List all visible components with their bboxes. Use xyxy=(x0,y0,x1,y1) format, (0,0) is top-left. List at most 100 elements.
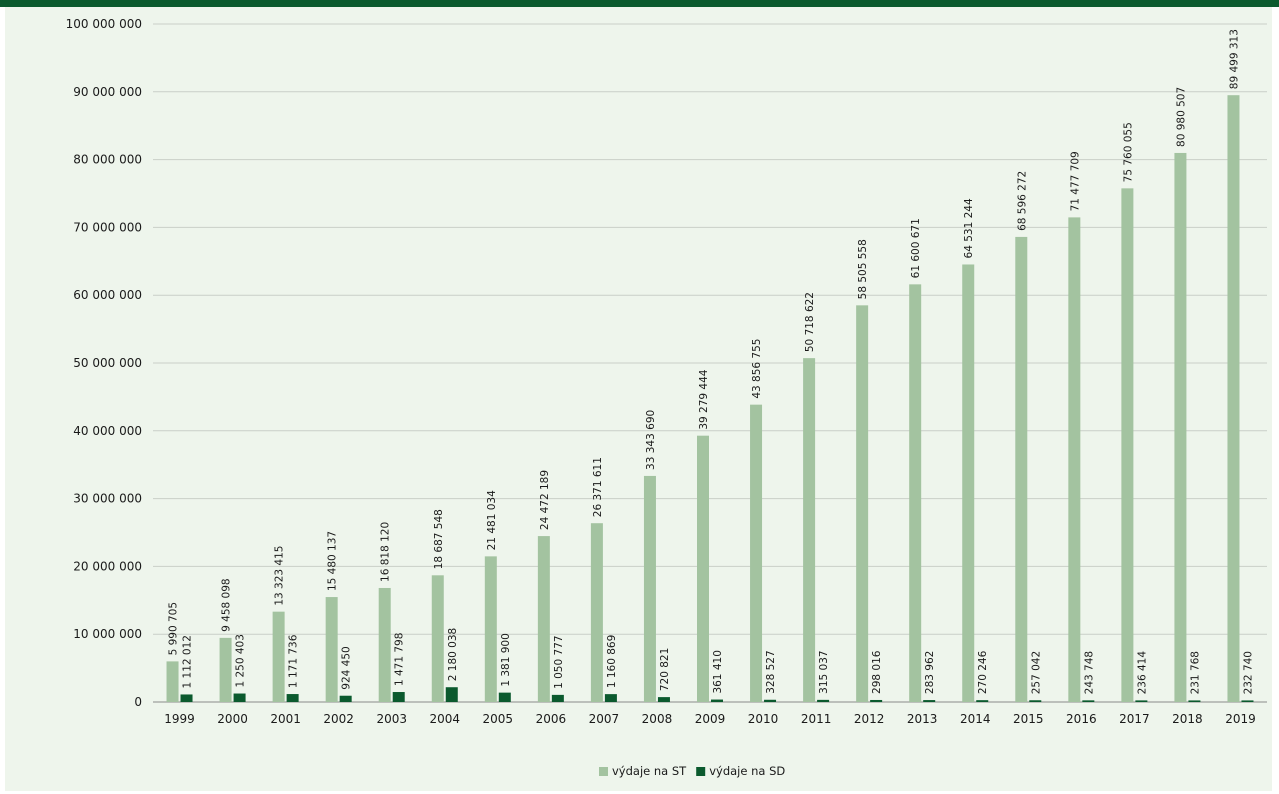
data-label-st: 24 472 189 xyxy=(539,470,551,530)
bar-st xyxy=(484,556,497,702)
x-tick-label: 2012 xyxy=(854,712,885,726)
data-label-st: 75 760 055 xyxy=(1122,122,1134,182)
data-label-sd: 243 748 xyxy=(1083,651,1095,694)
x-tick-label: 2017 xyxy=(1119,712,1150,726)
bar-st xyxy=(325,597,338,702)
data-label-sd: 315 037 xyxy=(818,650,830,693)
data-label-st: 15 480 137 xyxy=(327,531,339,591)
x-tick-label: 2008 xyxy=(642,712,673,726)
x-tick-label: 2015 xyxy=(1013,712,1044,726)
data-label-st: 33 343 690 xyxy=(645,410,657,470)
data-label-sd: 231 768 xyxy=(1189,651,1201,694)
data-label-st: 43 856 755 xyxy=(751,339,763,399)
bar-chart: 0 10 000 000 20 000 000 30 000 000 40 000 00… xyxy=(66,17,1267,778)
bar-st xyxy=(219,637,232,702)
legend: výdaje na ST výdaje na SD xyxy=(599,764,785,778)
bar-st xyxy=(1227,95,1240,703)
x-tick-label: 2013 xyxy=(907,712,938,726)
data-label-sd: 1 050 777 xyxy=(553,635,565,688)
data-label-sd: 361 410 xyxy=(712,650,724,693)
y-tick-label: 40 000 000 xyxy=(73,424,142,438)
x-tick-label: 2016 xyxy=(1066,712,1097,726)
data-label-st: 18 687 548 xyxy=(433,509,445,569)
y-tick-label: 20 000 000 xyxy=(73,559,142,573)
data-label-sd: 924 450 xyxy=(341,646,353,689)
y-tick-label: 90 000 000 xyxy=(73,85,142,99)
bar-st xyxy=(272,611,285,702)
data-label-sd: 328 527 xyxy=(765,650,777,693)
legend-label: výdaje na ST xyxy=(612,764,687,778)
data-label-sd: 232 740 xyxy=(1242,651,1254,694)
data-label-sd: 257 042 xyxy=(1030,651,1042,694)
bar-sd xyxy=(180,694,193,702)
bar-st xyxy=(643,475,656,702)
data-label-sd: 1 160 869 xyxy=(606,635,618,688)
bar-sd xyxy=(604,694,617,702)
x-tick-label: 2005 xyxy=(483,712,514,726)
data-label-sd: 236 414 xyxy=(1136,651,1148,695)
data-label-st: 68 596 272 xyxy=(1016,171,1028,231)
data-label-sd: 1 471 798 xyxy=(394,633,406,686)
x-tick-label: 2007 xyxy=(589,712,620,726)
x-tick-label: 2010 xyxy=(748,712,779,726)
x-tick-label: 2018 xyxy=(1172,712,1203,726)
data-label-sd: 1 171 736 xyxy=(288,634,300,688)
legend-swatch xyxy=(599,767,608,776)
bar-st xyxy=(590,523,603,702)
y-tick-label: 10 000 000 xyxy=(73,627,142,641)
data-label-st: 13 323 415 xyxy=(274,546,286,606)
data-label-st: 9 458 098 xyxy=(221,578,233,631)
data-label-st: 21 481 034 xyxy=(486,490,498,550)
bar-st xyxy=(962,264,975,702)
data-label-sd: 1 112 012 xyxy=(182,635,194,688)
y-tick-label: 70 000 000 xyxy=(73,220,142,234)
bar-st xyxy=(697,435,709,702)
y-tick-label: 50 000 000 xyxy=(73,356,142,370)
chart-panel: 0 10 000 000 20 000 000 30 000 000 40 000 00… xyxy=(5,7,1272,791)
legend-swatch xyxy=(696,767,706,776)
bar-st xyxy=(1174,152,1187,703)
x-axis-tick-labels: 1999 2000 2001 2002 2003 2004 2005 2006 2007 2008… xyxy=(164,712,1255,726)
bar-st xyxy=(378,587,391,702)
y-tick-label: 0 xyxy=(134,695,142,709)
header-bar xyxy=(0,0,1279,7)
bar-st xyxy=(909,284,922,702)
data-label-st: 50 718 622 xyxy=(804,292,816,352)
gridlines xyxy=(153,23,1267,703)
bar-sd xyxy=(551,694,564,702)
bar-st xyxy=(431,575,444,702)
bar-sd xyxy=(1082,700,1095,702)
x-tick-label: 2011 xyxy=(801,712,832,726)
x-tick-label: 2009 xyxy=(695,712,726,726)
x-tick-label: 2006 xyxy=(536,712,567,726)
bar-st xyxy=(537,536,550,702)
data-label-st: 61 600 671 xyxy=(910,218,922,278)
x-tick-label: 2004 xyxy=(429,712,460,726)
data-label-st: 16 818 120 xyxy=(380,522,392,582)
bar-sd xyxy=(657,697,670,702)
data-label-st: 80 980 507 xyxy=(1175,87,1187,147)
data-label-st: 39 279 444 xyxy=(698,369,710,429)
bar-sd xyxy=(817,699,830,702)
bar-sd xyxy=(498,692,511,702)
bar-sd xyxy=(1188,700,1201,702)
data-label-st: 71 477 709 xyxy=(1069,151,1081,211)
bar-sd xyxy=(1241,700,1254,702)
data-label-sd: 1 250 403 xyxy=(235,634,247,687)
data-label-st: 89 499 313 xyxy=(1228,29,1240,89)
bars xyxy=(166,95,1254,703)
x-tick-label: 2002 xyxy=(323,712,354,726)
bar-st xyxy=(750,404,763,702)
bar-st xyxy=(803,358,816,702)
y-tick-label: 80 000 000 xyxy=(73,153,142,167)
bar-st xyxy=(166,661,179,702)
data-label-sd: 2 180 038 xyxy=(447,628,459,681)
data-label-sd: 270 246 xyxy=(977,650,989,694)
data-label-sd: 298 016 xyxy=(871,650,883,694)
bar-st xyxy=(1068,217,1081,702)
x-tick-label: 2014 xyxy=(960,712,991,726)
y-tick-label: 100 000 000 xyxy=(66,17,142,31)
bar-st xyxy=(1121,188,1134,703)
x-tick-label: 1999 xyxy=(164,712,195,726)
